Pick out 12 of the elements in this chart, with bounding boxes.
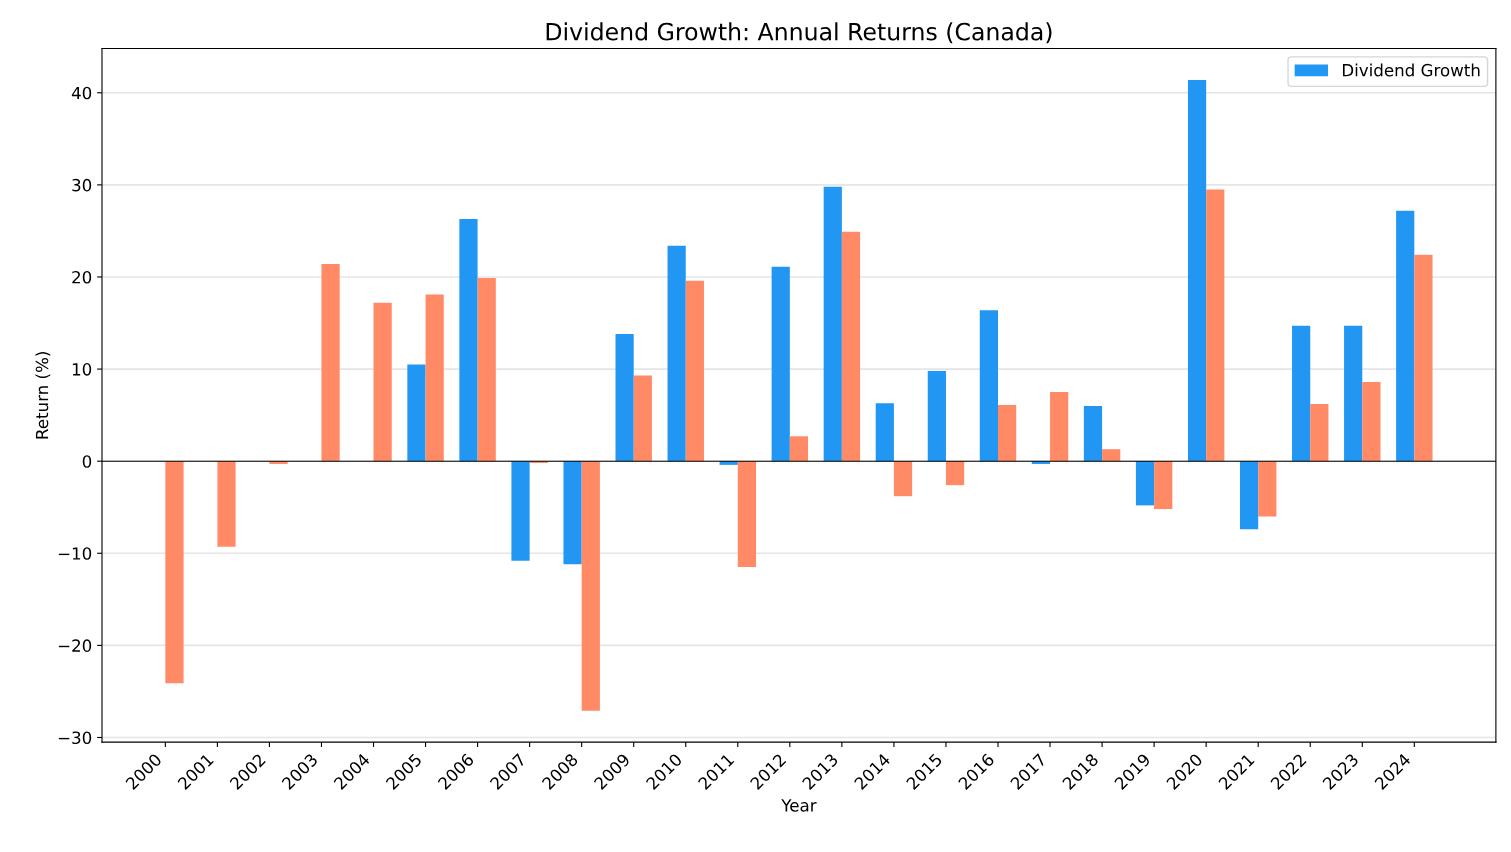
legend-label: Dividend Growth <box>1342 63 1480 77</box>
y-tick-label: 30 <box>72 178 92 192</box>
x-axis-title: Year <box>781 799 817 812</box>
y-axis-title: Return (%) <box>35 352 51 439</box>
y-tick-label: 40 <box>71 86 92 100</box>
y-tick-label: −20 <box>58 639 92 652</box>
y-tick-label: 10 <box>72 363 92 376</box>
y-tick-label: 0 <box>82 455 92 468</box>
y-tick-label: −30 <box>58 731 92 745</box>
y-tick-label: −10 <box>58 547 92 560</box>
y-tick-label: 20 <box>72 270 92 284</box>
chart-title: Dividend Growth: Annual Returns (Canada) <box>546 22 1052 44</box>
